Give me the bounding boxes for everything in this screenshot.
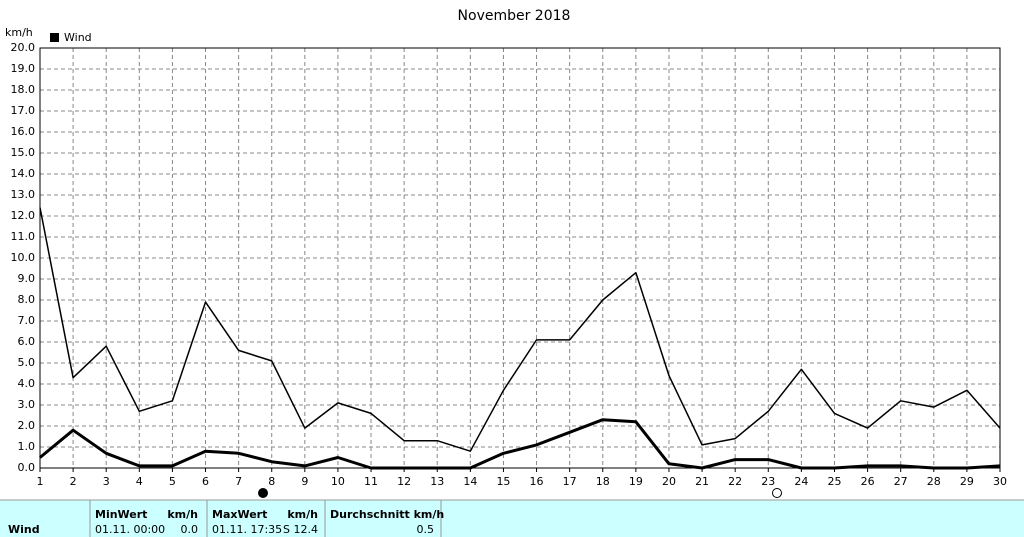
x-tick-label: 6 [202,475,209,488]
table-lines [0,499,1024,537]
y-tick-label: 20.0 [11,41,36,54]
y-tick-label: 19.0 [11,62,36,75]
table-cell: S 12.4 [283,523,318,536]
table-cell: 01.11. 17:35 [212,523,282,536]
x-tick-label: 29 [960,475,974,488]
y-tick-label: 6.0 [18,335,36,348]
table-header: MaxWert [212,508,267,521]
y-tick-label: 7.0 [18,314,36,327]
x-tick-label: 30 [993,475,1007,488]
chart-title: November 2018 [458,8,571,24]
x-tick-label: 16 [530,475,544,488]
x-tick-label: 26 [861,475,875,488]
y-tick-label: 10.0 [11,251,36,264]
x-tick-label: 12 [397,475,411,488]
legend-swatch [50,33,59,42]
x-tick-label: 4 [136,475,143,488]
y-tick-label: 11.0 [11,230,36,243]
data-line [39,207,1001,452]
x-tick-label: 10 [331,475,345,488]
x-tick-label: 11 [364,475,378,488]
x-tick-label: 25 [827,475,841,488]
moon-icon [258,488,268,498]
y-tick-label: 12.0 [11,209,36,222]
y-axis-label: km/h [5,26,33,39]
x-tick-label: 8 [268,475,275,488]
y-tick-label: 15.0 [11,146,36,159]
x-tick-label: 14 [463,475,477,488]
table-cell: 0.0 [181,523,199,536]
legend-label: Wind [64,31,92,44]
table-cell: 0.5 [417,523,435,536]
x-tick-label: 19 [629,475,643,488]
x-tick-label: 18 [596,475,610,488]
x-tick-label: 27 [894,475,908,488]
x-tick-label: 24 [794,475,808,488]
table-unit: km/h [167,508,198,521]
x-tick-label: 20 [662,475,676,488]
x-tick-label: 28 [927,475,941,488]
x-tick-label: 23 [761,475,775,488]
y-tick-label: 1.0 [18,440,36,453]
table-bg [0,500,1024,537]
y-tick-label: 14.0 [11,167,36,180]
y-tick-label: 5.0 [18,356,36,369]
y-tick-label: 3.0 [18,398,36,411]
y-tick-label: 8.0 [18,293,36,306]
plot-frame [39,47,1001,469]
x-tick-label: 2 [70,475,77,488]
table-header: Durchschnitt km/h [330,508,444,521]
table-cell: 01.11. 00:00 [95,523,165,536]
y-tick-label: 9.0 [18,272,36,285]
x-tick-label: 15 [496,475,510,488]
y-tick-label: 13.0 [11,188,36,201]
x-tick-label: 3 [103,475,110,488]
y-tick-label: 2.0 [18,419,36,432]
y-tick-label: 0.0 [18,461,36,474]
moon-icon [772,488,782,498]
table-unit: km/h [287,508,318,521]
data-line [39,418,1001,470]
x-tick-label: 1 [37,475,44,488]
y-tick-label: 18.0 [11,83,36,96]
x-tick-label: 13 [430,475,444,488]
x-tick-label: 17 [563,475,577,488]
table-header: MinWert [95,508,147,521]
y-tick-label: 16.0 [11,125,36,138]
y-tick-label: 17.0 [11,104,36,117]
x-tick-label: 7 [235,475,242,488]
x-tick-label: 9 [301,475,308,488]
table-row-label: Wind [8,523,40,536]
y-tick-label: 4.0 [18,377,36,390]
x-tick-label: 5 [169,475,176,488]
x-tick-label: 21 [695,475,709,488]
x-tick-label: 22 [728,475,742,488]
